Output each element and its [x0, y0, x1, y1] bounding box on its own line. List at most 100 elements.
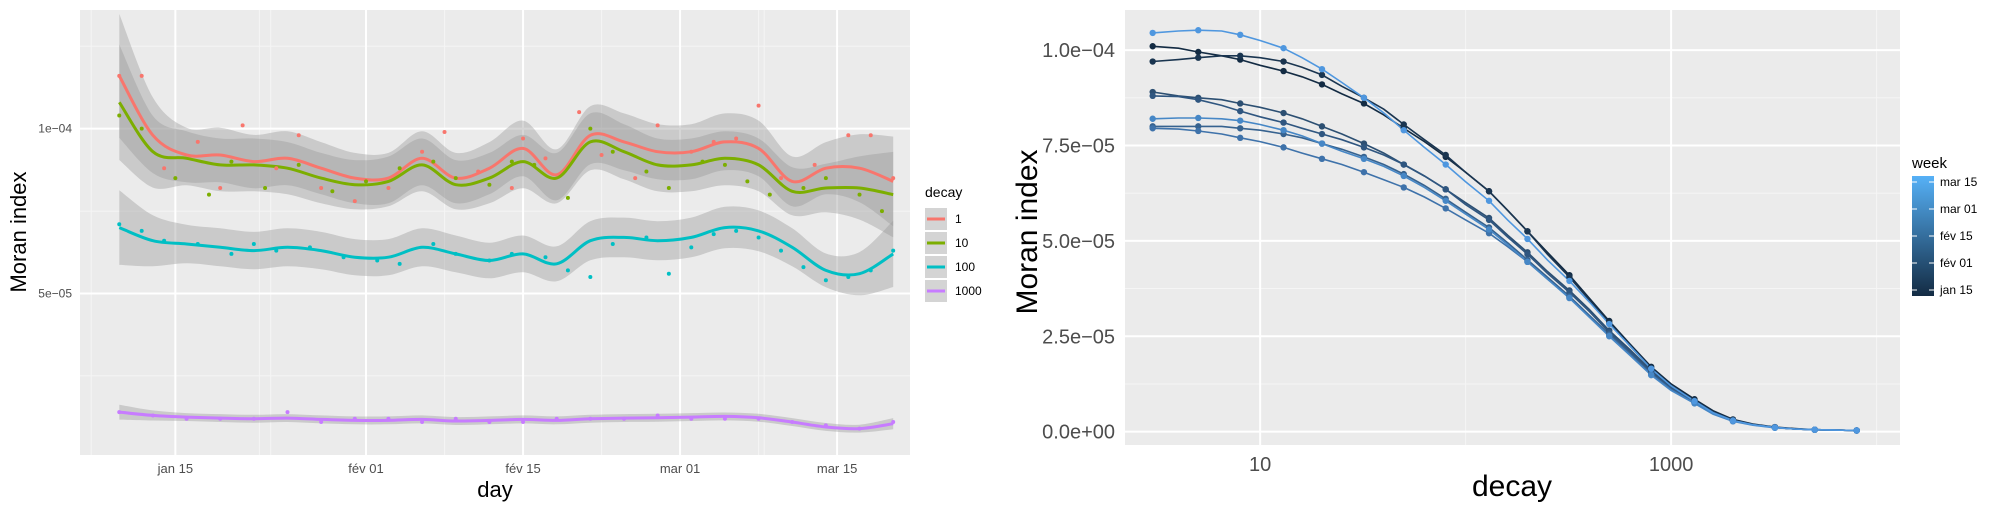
data-point-10 — [823, 176, 828, 181]
data-point-1 — [779, 176, 784, 181]
week-point-6 — [1566, 294, 1573, 302]
data-point-100 — [431, 242, 436, 247]
smooth-line-10 — [118, 101, 894, 197]
week-point-6 — [1195, 114, 1202, 122]
data-point-1 — [689, 149, 694, 154]
week-point-3 — [1237, 107, 1244, 115]
data-point-10 — [206, 192, 211, 197]
data-point-10 — [588, 126, 593, 131]
data-point-10 — [509, 159, 514, 164]
week-point-6 — [1400, 172, 1407, 180]
right-y-tick-label: 2.5e−05 — [1042, 326, 1115, 348]
week-point-1 — [1485, 188, 1493, 195]
week-point-6 — [1524, 258, 1531, 266]
data-point-1 — [756, 103, 761, 108]
data-point-1000 — [554, 416, 559, 421]
right-chart: 0.0e+002.5e−055.0e−057.5e−051.0e−04 10 10… — [1011, 10, 1978, 503]
week-point-5 — [1280, 144, 1287, 151]
data-point-1 — [162, 166, 167, 171]
data-point-100 — [117, 222, 122, 227]
week-point-7 — [1280, 44, 1287, 52]
data-point-10 — [565, 195, 570, 200]
left-x-tick-label: mar 15 — [817, 461, 857, 476]
left-x-tick-label: fév 01 — [348, 461, 383, 476]
data-point-1 — [633, 176, 638, 181]
data-point-100 — [453, 251, 458, 256]
data-point-1000 — [823, 423, 828, 428]
data-point-1 — [521, 136, 526, 141]
data-point-1 — [734, 136, 739, 141]
data-point-1000 — [117, 410, 122, 415]
week-point-4 — [1195, 123, 1202, 130]
week-point-3 — [1360, 144, 1368, 151]
week-point-6 — [1149, 115, 1156, 122]
data-point-1000 — [588, 416, 593, 421]
data-point-1000 — [453, 416, 458, 421]
data-point-10 — [431, 159, 436, 164]
week-point-1 — [1442, 151, 1449, 159]
right-gridlines — [1125, 10, 1900, 445]
data-point-10 — [745, 179, 750, 184]
right-y-tick-label: 7.5e−05 — [1042, 135, 1115, 157]
week-point-1 — [1400, 121, 1407, 128]
left-legend: decay 1 10 100 1000 — [925, 184, 982, 302]
week-point-1 — [1237, 52, 1244, 59]
data-point-100 — [689, 245, 694, 250]
week-point-6 — [1485, 226, 1493, 233]
data-point-1000 — [521, 420, 526, 425]
week-point-6 — [1606, 333, 1613, 340]
week-point-0 — [1195, 48, 1202, 56]
week-point-5 — [1400, 184, 1407, 191]
right-plot-background — [1125, 10, 1900, 445]
data-point-10 — [857, 192, 862, 197]
week-point-6 — [1280, 126, 1287, 134]
confidence-band-100 — [119, 190, 894, 296]
data-point-100 — [711, 232, 716, 237]
week-point-1 — [1524, 228, 1531, 235]
data-point-10 — [229, 159, 234, 164]
data-point-1 — [195, 139, 200, 144]
week-point-6 — [1237, 117, 1244, 124]
data-point-10 — [879, 209, 884, 214]
data-point-1 — [240, 123, 245, 128]
week-point-6 — [1360, 155, 1368, 163]
week-point-6 — [1647, 371, 1655, 379]
data-point-10 — [644, 169, 649, 174]
data-point-1 — [218, 186, 223, 190]
week-point-7 — [1853, 427, 1860, 434]
left-y-tick-label: 5e−05 — [38, 286, 72, 300]
right-y-tick-label: 1.0e−04 — [1042, 40, 1115, 62]
week-point-1 — [1149, 58, 1156, 65]
data-point-1000 — [756, 416, 761, 421]
week-point-3 — [1442, 186, 1449, 193]
week-line-7 — [1152, 29, 1857, 432]
data-point-1 — [442, 129, 447, 134]
data-point-10 — [801, 186, 806, 190]
data-point-100 — [779, 248, 784, 253]
data-point-100 — [801, 265, 806, 270]
data-point-1000 — [722, 416, 727, 421]
data-point-100 — [823, 278, 828, 283]
left-x-tick-label: mar 01 — [660, 461, 700, 476]
week-point-7 — [1237, 31, 1244, 39]
left-y-tick-label: 1e−04 — [38, 122, 72, 136]
week-point-7 — [1318, 65, 1326, 73]
week-point-7 — [1485, 197, 1493, 204]
week-point-5 — [1195, 127, 1202, 135]
smooth-line-1000 — [119, 410, 894, 431]
right-y-tick-labels: 0.0e+00 2.5e−05 5.0e−05 7.5e−05 1.0e−04 — [1042, 40, 1115, 444]
data-point-1000 — [386, 416, 391, 421]
week-point-5 — [1318, 155, 1326, 163]
week-colorbar — [1912, 176, 1934, 296]
data-point-10 — [700, 159, 705, 164]
legend-label-100: 100 — [955, 260, 975, 274]
data-point-100 — [195, 242, 200, 247]
right-y-tick-label: 0.0e+00 — [1042, 422, 1115, 444]
smooth-line-1 — [117, 75, 894, 184]
colorbar-label: fév 01 — [1940, 256, 1973, 270]
data-point-1000 — [857, 426, 862, 431]
data-point-100 — [610, 242, 615, 247]
data-point-1000 — [891, 420, 896, 425]
data-point-1 — [319, 186, 324, 190]
